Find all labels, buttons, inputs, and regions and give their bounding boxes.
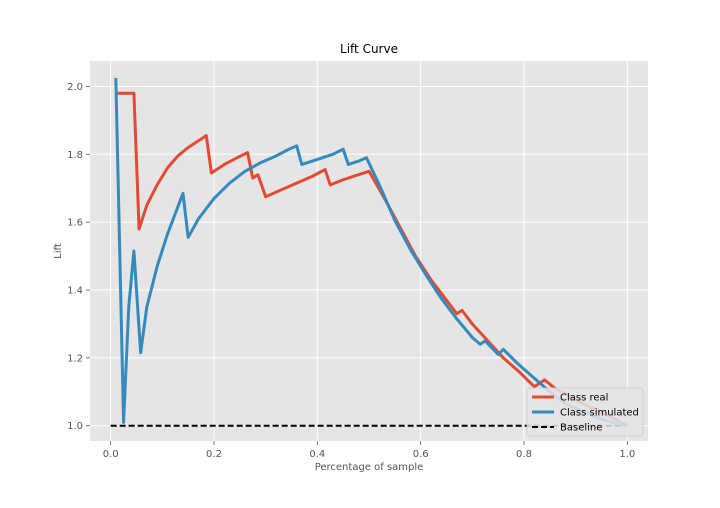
chart-title: Lift Curve — [340, 42, 398, 56]
y-tick-label: 1.4 — [67, 286, 83, 297]
x-tick-label: 0.0 — [103, 449, 119, 460]
x-tick-label: 1.0 — [619, 449, 635, 460]
legend-label: Class simulated — [560, 408, 639, 419]
y-tick-label: 1.8 — [67, 150, 83, 161]
x-tick-label: 0.2 — [206, 449, 222, 460]
x-tick-label: 0.8 — [516, 449, 532, 460]
legend-frame — [526, 387, 644, 437]
legend: Class real Class simulated Baseline — [526, 387, 644, 437]
series-line-class-simulated — [114, 77, 628, 428]
y-tick-label: 2.0 — [67, 82, 83, 93]
series-layer — [110, 77, 629, 428]
y-tick-label: 1.0 — [67, 421, 83, 432]
legend-label: Baseline — [560, 423, 602, 434]
x-tick-label: 0.6 — [413, 449, 429, 460]
x-axis-label: Percentage of sample — [315, 462, 424, 473]
legend-label: Class real — [560, 393, 608, 404]
series-line-class-real — [115, 91, 629, 428]
y-tick-label: 1.6 — [67, 218, 83, 229]
y-tick-label: 1.2 — [67, 353, 83, 364]
plot-area — [90, 61, 648, 441]
x-tick-label: 0.4 — [309, 449, 325, 460]
y-axis-label: Lift — [53, 243, 64, 259]
axis-ticks: 0.0 0.2 0.4 0.6 0.8 1.0 1.0 1.2 1.4 1.6 1.8 2.0 — [67, 82, 635, 460]
